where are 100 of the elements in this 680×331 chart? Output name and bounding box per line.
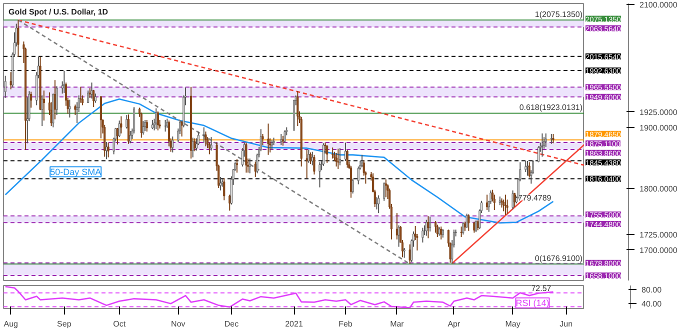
candlestick bbox=[94, 93, 96, 104]
y-tick-label: 1700.0000 bbox=[640, 246, 678, 255]
candlestick bbox=[434, 220, 437, 234]
candlestick bbox=[210, 136, 212, 152]
annotation: 0(1676.9100) bbox=[534, 254, 583, 264]
candlestick bbox=[422, 227, 424, 244]
candlestick bbox=[468, 214, 470, 232]
candlestick bbox=[228, 194, 231, 212]
x-tick-label: 2021 bbox=[285, 320, 304, 328]
candlestick bbox=[337, 148, 340, 170]
candlestick bbox=[429, 216, 432, 232]
candlestick bbox=[90, 82, 93, 99]
annotation: 1(2075.1350) bbox=[534, 10, 583, 19]
candlestick bbox=[223, 178, 226, 201]
candlestick bbox=[427, 216, 430, 239]
candlestick bbox=[88, 88, 91, 98]
y-tick-label: 1925.0000 bbox=[640, 108, 678, 117]
x-tick-label: Mar bbox=[390, 320, 404, 328]
candlestick bbox=[166, 118, 168, 128]
candlestick bbox=[42, 90, 45, 122]
candlestick bbox=[126, 114, 128, 130]
candlestick bbox=[4, 75, 6, 98]
x-tick-label: Feb bbox=[338, 320, 353, 328]
candlestick bbox=[245, 142, 248, 174]
y-tick-label: 40.00 bbox=[642, 299, 662, 308]
candlestick bbox=[10, 72, 12, 90]
candlestick bbox=[493, 194, 496, 211]
candlestick bbox=[346, 149, 348, 168]
candlestick bbox=[164, 119, 166, 132]
y-tick-label: 1800.0000 bbox=[640, 184, 678, 194]
candlestick bbox=[296, 90, 299, 127]
candlestick bbox=[120, 116, 122, 134]
candlestick bbox=[100, 96, 102, 139]
x-tick-label: Dec bbox=[224, 320, 239, 328]
candlestick bbox=[68, 99, 71, 118]
candlestick bbox=[538, 146, 540, 163]
candlestick bbox=[267, 123, 270, 156]
candlestick bbox=[30, 91, 32, 108]
candlestick bbox=[486, 194, 488, 211]
candlestick bbox=[322, 142, 324, 166]
candlestick bbox=[326, 145, 328, 164]
candlestick bbox=[408, 244, 411, 264]
candlestick bbox=[146, 119, 148, 132]
x-tick-label: Oct bbox=[113, 320, 126, 328]
candlestick bbox=[313, 154, 316, 175]
candlestick bbox=[500, 198, 503, 208]
x-tick-label: Aug bbox=[4, 320, 18, 328]
candlestick bbox=[204, 131, 207, 147]
text: Gold Spot / U.S. Dollar, 1D bbox=[8, 8, 108, 16]
candlestick bbox=[541, 132, 544, 158]
candlestick bbox=[512, 190, 514, 210]
candlestick bbox=[219, 176, 222, 191]
candlestick bbox=[306, 148, 308, 179]
candlestick bbox=[324, 142, 326, 154]
candlestick bbox=[550, 134, 552, 144]
candlestick bbox=[308, 149, 310, 164]
candlestick bbox=[129, 130, 132, 144]
candlestick bbox=[156, 110, 159, 131]
candlestick bbox=[87, 90, 90, 104]
annotation: 72.57 bbox=[531, 284, 552, 293]
series-label: RSI (14) bbox=[516, 298, 550, 308]
candlestick bbox=[74, 104, 76, 116]
candlestick bbox=[335, 152, 338, 168]
candlestick bbox=[360, 154, 364, 168]
candlestick bbox=[142, 120, 144, 136]
candlestick bbox=[262, 134, 264, 146]
candlestick bbox=[526, 160, 529, 176]
candlestick bbox=[524, 160, 527, 173]
candlestick bbox=[118, 120, 120, 138]
candlestick bbox=[270, 140, 273, 150]
annotation: 0.618(1923.0131) bbox=[519, 103, 583, 112]
y-tick-label: 1900.0000 bbox=[640, 123, 678, 132]
y-tick-label: 80.00 bbox=[642, 285, 662, 294]
candlestick bbox=[284, 130, 286, 144]
candlestick bbox=[155, 108, 158, 130]
candlestick bbox=[473, 221, 476, 234]
candlestick bbox=[280, 134, 282, 146]
candlestick bbox=[41, 94, 44, 127]
x-tick-label: Sep bbox=[57, 320, 72, 328]
candlestick bbox=[338, 148, 341, 166]
candlestick bbox=[384, 178, 387, 198]
candlestick bbox=[318, 162, 321, 188]
candlestick bbox=[17, 20, 20, 58]
candlestick bbox=[352, 178, 354, 194]
candlestick bbox=[378, 194, 380, 214]
candlestick bbox=[127, 114, 130, 144]
candlestick bbox=[332, 147, 334, 160]
candlestick bbox=[403, 248, 406, 258]
x-tick-label: May bbox=[505, 320, 520, 328]
candlestick bbox=[490, 190, 492, 204]
candlestick bbox=[63, 70, 66, 94]
candlestick bbox=[383, 182, 386, 202]
x-tick-label: Apr bbox=[448, 320, 461, 328]
y-tick-label: 1725.0000 bbox=[640, 230, 678, 240]
x-tick-label: Nov bbox=[171, 320, 186, 328]
y-tick-label: 2100.0000 bbox=[640, 0, 678, 10]
candlestick bbox=[552, 134, 554, 144]
candlestick bbox=[544, 132, 547, 148]
x-tick-label: Jun bbox=[560, 320, 573, 328]
candlestick bbox=[172, 136, 174, 153]
